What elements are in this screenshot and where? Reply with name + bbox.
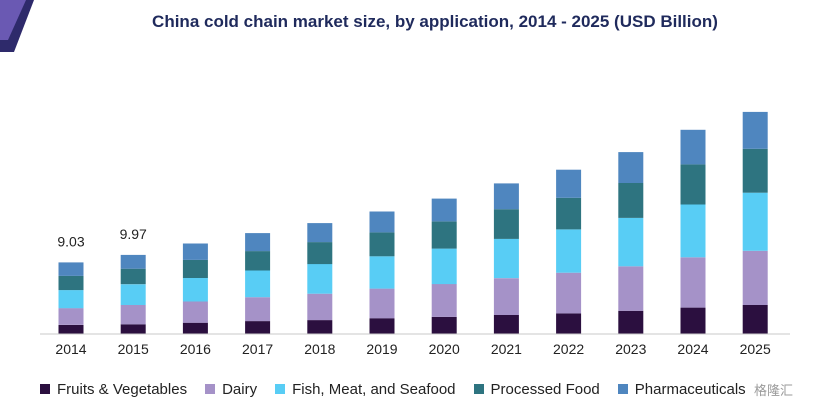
legend-label: Processed Food	[490, 380, 600, 398]
header-accent-band	[0, 0, 34, 52]
bar-segment	[742, 250, 768, 305]
legend-swatch	[40, 384, 50, 394]
legend-label: Fruits & Vegetables	[57, 380, 188, 398]
x-tick-label: 2023	[615, 341, 646, 357]
bar-segment	[680, 257, 706, 308]
bar-segment	[307, 223, 333, 243]
bar-segment	[307, 242, 333, 265]
legend-swatch	[275, 384, 286, 394]
bar-segment	[493, 238, 519, 279]
bar-segment	[556, 169, 582, 198]
bar-segment	[742, 111, 768, 149]
x-tick-labels: 2014 2015 2016 2017 2018 2019 2020 2021 2022 2023…	[55, 341, 771, 357]
x-tick-label: 2020	[429, 341, 460, 357]
x-tick-label: 2025	[740, 341, 771, 357]
bar-segment	[58, 325, 84, 334]
bar-segment	[493, 183, 519, 210]
bar-segment	[742, 192, 768, 251]
bar-segment	[307, 293, 333, 321]
bar-segment	[369, 211, 395, 233]
bar-segment	[431, 221, 457, 249]
bar-segment	[618, 152, 644, 183]
x-tick-label: 2019	[366, 341, 397, 357]
bar-segment	[120, 284, 146, 305]
bar-segment	[182, 259, 208, 278]
watermark-text: 格隆汇	[752, 380, 796, 399]
bar-segment	[58, 262, 84, 276]
bar-segment	[618, 266, 644, 311]
stacked-bar-chart: 2014 2015 2016 2017 2018 2019 2020 2021 2022 2023…	[40, 111, 790, 357]
bar-segment	[58, 290, 84, 309]
legend-item: Processed Food	[473, 380, 600, 398]
bar-segment	[618, 310, 644, 334]
x-tick-label: 2014	[55, 341, 86, 357]
bar-segment	[556, 272, 582, 314]
bar-segment	[556, 197, 582, 230]
bar-segment	[182, 322, 208, 334]
header-accent-shape-light	[0, 0, 26, 40]
bar-segment	[120, 268, 146, 285]
bar-segment	[307, 264, 333, 294]
x-tick-label: 2015	[118, 341, 149, 357]
bar-segment	[556, 229, 582, 273]
bar-segment	[245, 251, 271, 271]
bar-segment	[618, 217, 644, 267]
bar-segment	[182, 278, 208, 302]
legend-swatch	[617, 384, 628, 394]
bar-segment	[369, 318, 395, 334]
bar-segment	[680, 164, 706, 205]
legend-label: Fish, Meat, and Seafood	[292, 380, 456, 398]
legend-label: Pharmaceuticals	[634, 380, 746, 398]
bar-segment	[431, 316, 457, 334]
bar-segment	[431, 248, 457, 285]
bar-segment	[182, 243, 208, 260]
bar-segment	[742, 305, 768, 334]
legend: Fruits & Vegetables Dairy Fish, Meat, and …	[40, 378, 764, 400]
legend-item: Fish, Meat, and Seafood	[275, 380, 456, 398]
bar-segment	[431, 198, 457, 222]
bar-segment	[556, 313, 582, 334]
bar-segment	[369, 288, 395, 319]
bar-segment	[58, 275, 84, 291]
bar-segment	[307, 320, 333, 334]
bar-segment	[369, 256, 395, 289]
bar-segment	[680, 204, 706, 258]
bar-segment	[493, 209, 519, 239]
total-value-label: 9.97	[120, 226, 147, 242]
bar-segment	[493, 278, 519, 315]
bar-segment	[245, 270, 271, 298]
bar-segment	[742, 148, 768, 193]
bars-layer	[58, 111, 768, 334]
x-tick-label: 2016	[180, 341, 211, 357]
bar-segment	[493, 315, 519, 334]
bar-segment	[245, 321, 271, 334]
legend-item: Fruits & Vegetables	[40, 381, 187, 398]
legend-item: Pharmaceuticals	[617, 380, 746, 398]
bar-segment	[245, 233, 271, 252]
legend-swatch	[205, 384, 216, 394]
bar-segment	[618, 183, 644, 218]
x-tick-label: 2018	[304, 341, 335, 357]
bar-segment	[680, 129, 706, 165]
bar-segment	[431, 284, 457, 317]
bar-segment	[120, 324, 146, 334]
bar-segment	[120, 305, 146, 325]
x-tick-label: 2022	[553, 341, 584, 357]
bar-segment	[245, 297, 271, 322]
legend-item: Dairy	[205, 381, 257, 398]
bar-segment	[369, 232, 395, 257]
bar-segment	[120, 254, 146, 269]
total-labels: 9.03 9.97	[57, 226, 147, 250]
bar-segment	[680, 307, 706, 334]
total-value-label: 9.03	[57, 233, 84, 249]
x-tick-label: 2017	[242, 341, 273, 357]
x-tick-label: 2024	[677, 341, 708, 357]
legend-swatch	[473, 384, 484, 394]
bar-segment	[182, 301, 208, 323]
x-tick-label: 2021	[491, 341, 522, 357]
legend-label: Dairy	[222, 380, 258, 398]
chart-title: China cold chain market size, by applica…	[152, 12, 718, 31]
bar-segment	[58, 308, 84, 325]
